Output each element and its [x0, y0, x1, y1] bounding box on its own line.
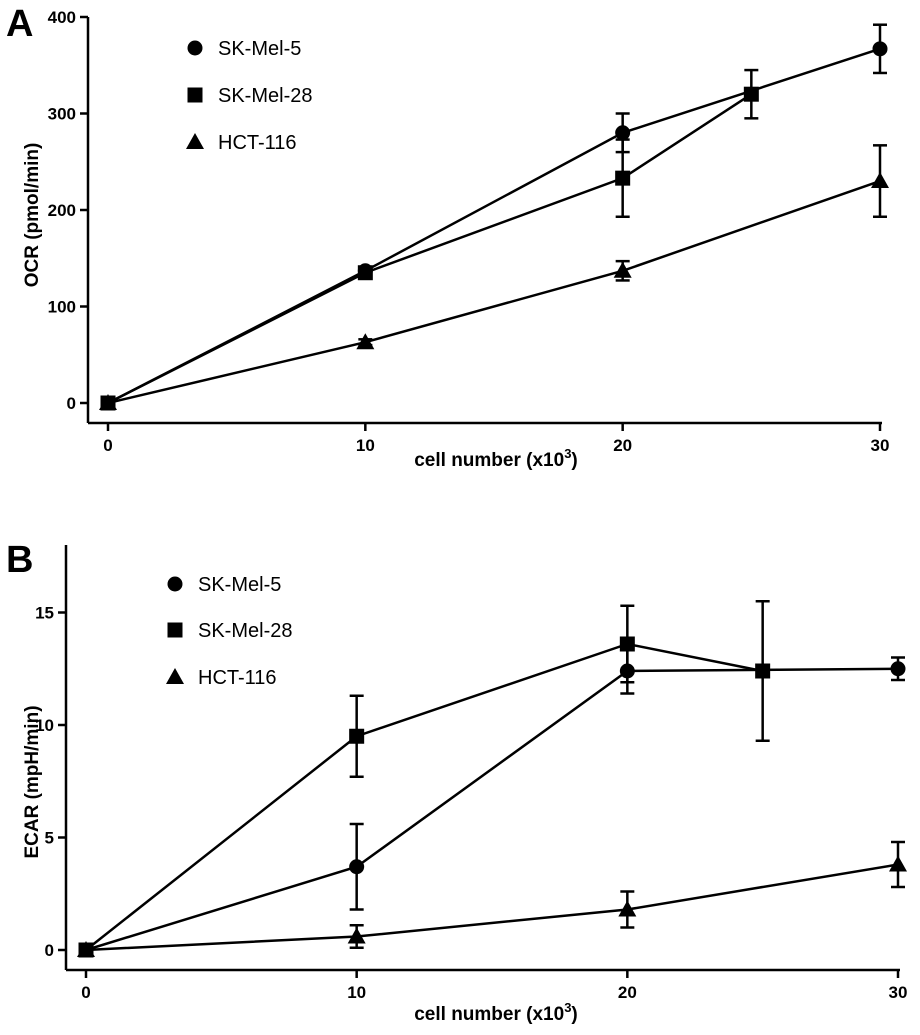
panel-b-letter: B [6, 539, 33, 581]
panel-a-hct-116-point [99, 394, 117, 410]
panel-b-sk-mel-28-line [85, 642, 763, 951]
panel-b-sk-mel-28-legend-label: SK-Mel-28 [198, 620, 292, 642]
panel-a-y-tick-label: 200 [48, 201, 76, 220]
panel-a-plot-area: 0 100 200 300 400 0 10 20 30 SK-Mel-5 SK-Mel-28 HCT… [48, 8, 890, 455]
panel-a-y-tick-label: 100 [48, 298, 76, 317]
panel-a-x-tick-label: 30 [871, 436, 890, 455]
panel-a-sk-mel-5-point [872, 41, 888, 57]
panel-a-sk-mel-28-legend-label: SK-Mel-28 [218, 85, 312, 107]
panel-b-sk-mel-5-legend-label: SK-Mel-5 [198, 574, 281, 596]
panel-a-sk-mel-28-point [357, 265, 373, 281]
panel-b-y-axis-label: ECAR (mpH/min) [22, 705, 43, 858]
panel-b-hct-116-legend-label: HCT-116 [198, 667, 277, 689]
panel-a-x-tick-label: 20 [613, 436, 632, 455]
panel-b-y-tick-label: 5 [45, 829, 54, 848]
panel-a-y-tick-label: 400 [48, 8, 76, 27]
panel-b-sk-mel-5-legend-marker [167, 576, 183, 592]
panel-b-y-tick-label: 15 [35, 604, 54, 623]
panel-b-x-tick-label: 0 [81, 983, 90, 1002]
panel-a-y-tick-label: 300 [48, 105, 76, 124]
panel-a-x-tick-label: 0 [103, 436, 112, 455]
panel-a-y-axis-label: OCR (pmol/min) [22, 143, 43, 288]
panel-b-sk-mel-5-point [349, 859, 365, 875]
panel-b-sk-mel-28-point [349, 728, 365, 744]
panel-b-sk-mel-28-point [619, 636, 635, 652]
panel-a-sk-mel-28-legend-marker [187, 87, 203, 103]
panel-b-sk-mel-28-point [755, 663, 771, 679]
panel-b-hct-116-point [889, 855, 907, 872]
panel-b-sk-mel-5-point [890, 661, 906, 677]
panel-b-sk-mel-28-legend-marker [167, 622, 183, 638]
panel-a-letter: A [6, 3, 33, 45]
panel-a-hct-116-point [356, 333, 375, 350]
panel-a-x-tick-label: 10 [356, 436, 375, 455]
panel-a-hct-116-point [613, 261, 632, 278]
panel-a-chart: A 0 100 200 300 400 0 10 20 30 SK-Mel-5 SK-Mel-28 H… [6, 3, 889, 471]
panel-b-hct-116-legend-marker [166, 668, 184, 684]
panel-a-hct-116-legend-label: HCT-116 [218, 132, 297, 154]
panel-b-y-tick-label: 0 [45, 941, 54, 960]
panel-b-x-tick-label: 30 [889, 983, 908, 1002]
panel-a-sk-mel-5-legend-label: SK-Mel-5 [218, 38, 301, 60]
panel-b-x-axis-label: cell number (x103) [414, 1000, 578, 1025]
panel-b-hct-116-point [618, 900, 637, 917]
panel-a-sk-mel-5-legend-marker [187, 40, 203, 56]
panel-a-hct-116-line [107, 179, 881, 405]
panel-a-sk-mel-28-point [743, 86, 759, 102]
panel-b-hct-116-point [347, 927, 366, 944]
panel-b-y-tick-label: 10 [35, 716, 54, 735]
panel-a-sk-mel-5-point [615, 125, 631, 141]
panel-b-x-tick-label: 10 [347, 983, 366, 1002]
panel-a-sk-mel-28-point [615, 170, 631, 186]
panel-b-hct-116-line [85, 863, 899, 952]
panel-b-plot-area: 0 5 10 15 0 10 20 30 SK-Mel-5 SK-Mel-28 HCT-116 [35, 545, 907, 1002]
panel-a-hct-116-legend-marker [186, 133, 204, 149]
panel-b-hct-116-point [77, 941, 95, 957]
panel-a-sk-mel-28-line [107, 93, 753, 405]
panel-b-x-tick-label: 20 [618, 983, 637, 1002]
panel-a-y-tick-label: 0 [67, 394, 76, 413]
panel-a-x-axis-label: cell number (x103) [414, 446, 578, 471]
panel-b-sk-mel-5-line [85, 667, 899, 952]
panel-a-hct-116-point [871, 172, 889, 189]
